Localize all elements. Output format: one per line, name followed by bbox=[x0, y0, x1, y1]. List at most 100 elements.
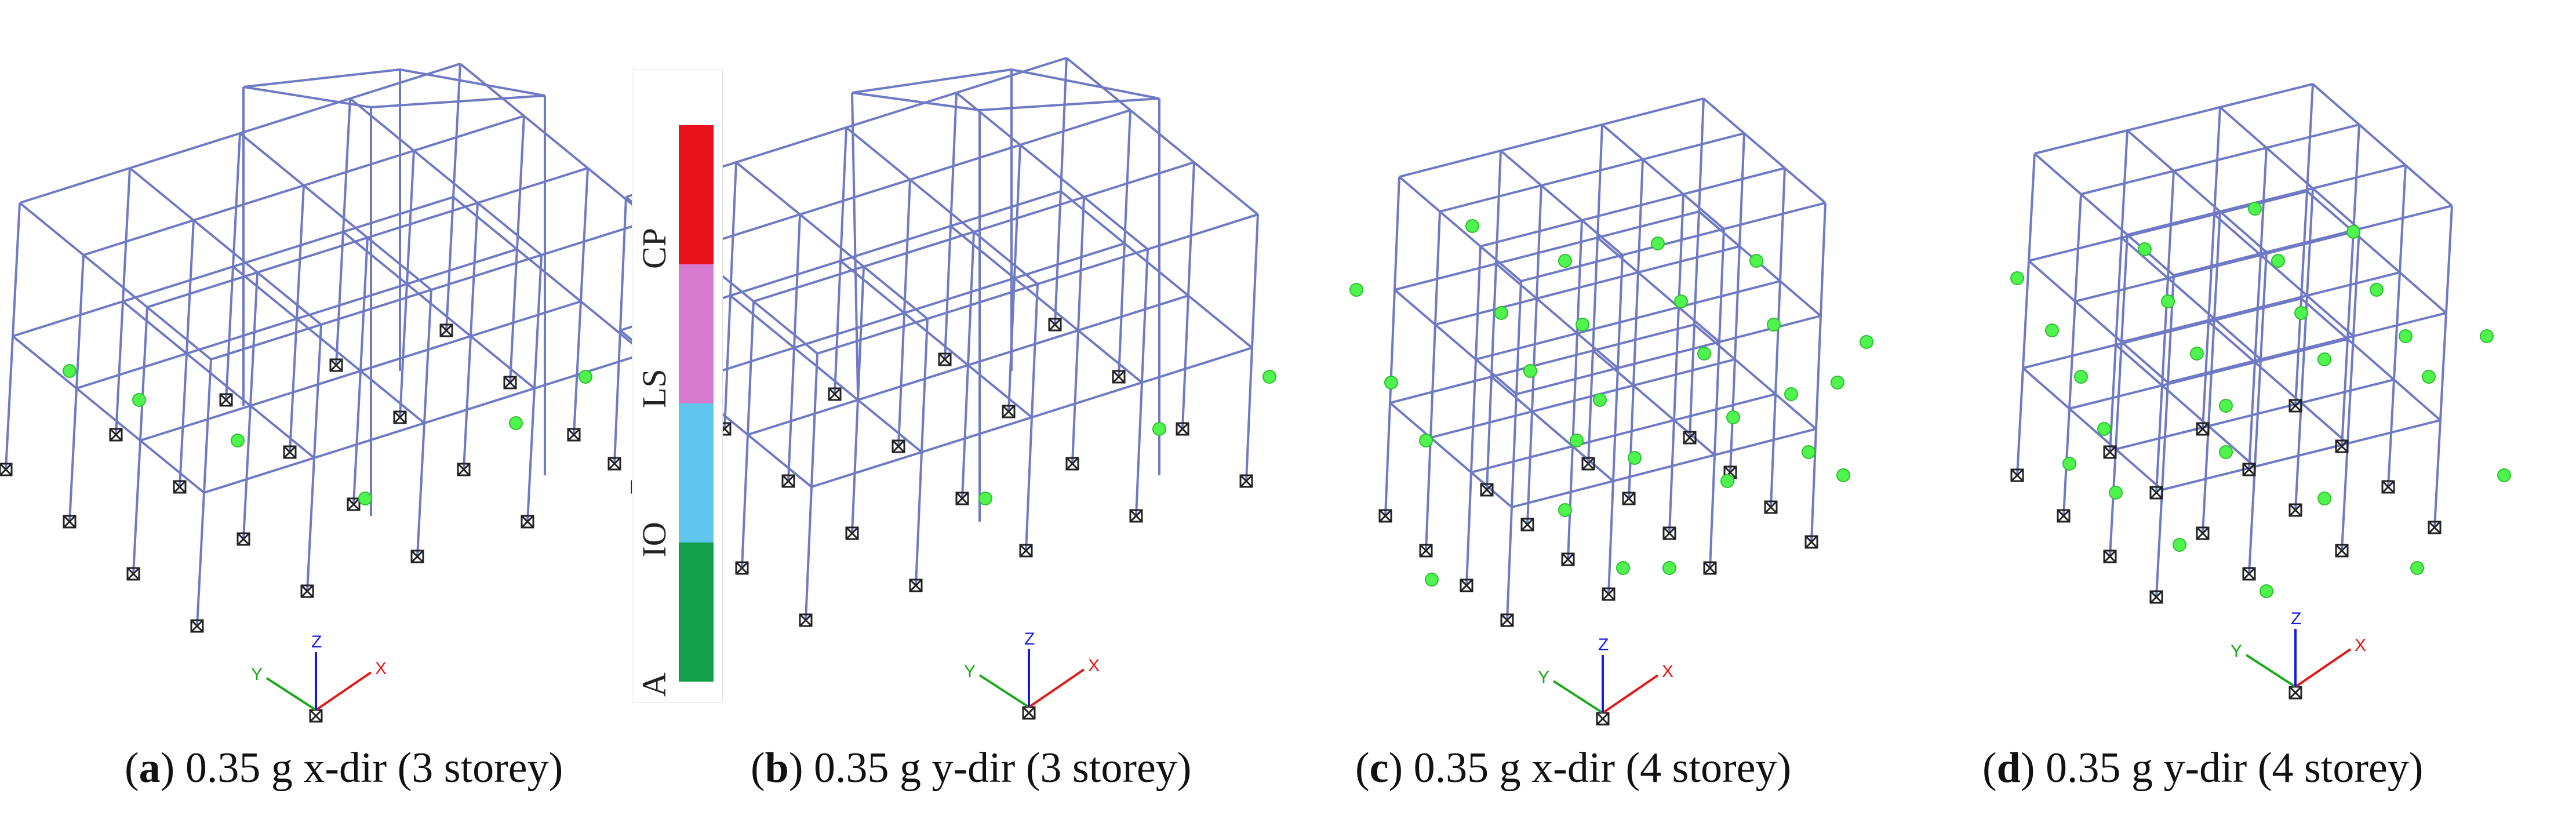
fixed-support bbox=[828, 387, 842, 401]
column bbox=[1506, 281, 1522, 621]
legend-bar-a bbox=[679, 543, 714, 682]
fixed-support bbox=[190, 619, 204, 633]
column bbox=[1587, 124, 1603, 464]
fixed-support bbox=[1581, 457, 1595, 471]
beam bbox=[2127, 164, 2406, 236]
y-axis-arrow bbox=[978, 674, 1030, 708]
plastic-hinge bbox=[2317, 492, 2331, 505]
fixed-support bbox=[347, 497, 361, 511]
fixed-support bbox=[2242, 567, 2256, 581]
plastic-hinge bbox=[1523, 364, 1537, 378]
beam bbox=[2028, 190, 2308, 262]
plastic-hinge bbox=[1465, 219, 1479, 233]
beam bbox=[2126, 129, 2268, 253]
fixed-support bbox=[1065, 457, 1079, 471]
plastic-hinge bbox=[2271, 254, 2285, 268]
plastic-hinge bbox=[1570, 434, 1584, 447]
beam bbox=[2207, 321, 2349, 445]
column bbox=[851, 92, 859, 395]
z-axis-label: Z bbox=[311, 632, 322, 651]
plastic-hinge bbox=[358, 492, 372, 505]
beam bbox=[1394, 210, 1700, 291]
fixed-support bbox=[2196, 526, 2210, 540]
beam bbox=[232, 265, 425, 424]
fixed-support bbox=[63, 515, 77, 529]
column bbox=[1770, 168, 1786, 508]
column bbox=[1810, 202, 1827, 543]
beam bbox=[2028, 260, 2169, 384]
fixed-support bbox=[1703, 561, 1717, 575]
beam bbox=[2219, 106, 2360, 230]
plastic-hinge bbox=[1425, 573, 1439, 587]
fixed-support bbox=[2057, 509, 2071, 523]
beam bbox=[1702, 97, 1827, 204]
beam bbox=[2022, 367, 2163, 491]
fixed-support bbox=[1561, 552, 1575, 566]
beam bbox=[955, 92, 1149, 250]
fixed-support bbox=[2335, 544, 2349, 558]
plastic-hinge bbox=[2399, 329, 2413, 343]
plastic-hinge bbox=[2317, 352, 2331, 366]
fixed-support bbox=[1129, 509, 1143, 523]
fixed-support bbox=[1048, 318, 1062, 332]
plastic-hinge bbox=[2161, 294, 2175, 308]
plastic-hinge bbox=[2109, 486, 2123, 500]
axis-triad: X Y Z bbox=[964, 629, 1100, 708]
fixed-support bbox=[2103, 549, 2117, 563]
beam bbox=[1398, 176, 1522, 282]
beam bbox=[2167, 312, 2447, 384]
fixed-support bbox=[1662, 526, 1676, 540]
column bbox=[1689, 98, 1705, 438]
fixed-support bbox=[799, 613, 813, 627]
beam bbox=[1693, 323, 1817, 430]
fixed-support bbox=[892, 439, 905, 453]
legend-bar-ls bbox=[679, 264, 714, 403]
x-axis-arrow bbox=[1602, 674, 1659, 714]
fixed-support bbox=[2381, 480, 2395, 494]
plastic-hinge bbox=[1384, 376, 1398, 390]
beam bbox=[839, 260, 1033, 418]
plastic-hinge bbox=[1262, 370, 1276, 384]
fixed-support bbox=[2288, 686, 2302, 700]
plastic-hinge bbox=[978, 492, 992, 505]
plastic-hinge bbox=[2422, 370, 2436, 384]
beam bbox=[2115, 344, 2256, 468]
legend-bar-io bbox=[679, 403, 714, 543]
plastic-hinge bbox=[2138, 242, 2152, 256]
legend-label-io: IO bbox=[635, 522, 673, 558]
caption-b-letter: b bbox=[765, 744, 789, 792]
caption-a-letter: a bbox=[139, 744, 161, 792]
y-axis-arrow bbox=[2245, 654, 2297, 688]
column bbox=[1567, 220, 1583, 560]
roof-beam bbox=[243, 68, 545, 109]
plastic-hinge bbox=[1152, 422, 1166, 436]
fixed-support bbox=[2288, 503, 2302, 517]
caption-a-text: 0.35 g x-dir (3 storey) bbox=[174, 744, 563, 792]
beam bbox=[2162, 419, 2441, 491]
plastic-hinge bbox=[2370, 283, 2384, 297]
caption-d-text: 0.35 g y-dir (4 storey) bbox=[2035, 744, 2424, 792]
plastic-hinge bbox=[1674, 294, 1688, 308]
plastic-hinge bbox=[2074, 370, 2088, 384]
fixed-support bbox=[938, 352, 952, 366]
plastic-hinge bbox=[2045, 323, 2059, 337]
beam bbox=[2300, 297, 2442, 421]
plastic-hinge bbox=[1494, 306, 1508, 320]
fixed-support bbox=[1019, 544, 1033, 558]
legend-bar-cp bbox=[679, 125, 714, 264]
beam bbox=[1480, 167, 1785, 247]
fixed-support bbox=[1804, 535, 1818, 549]
column bbox=[1425, 211, 1441, 551]
fixed-support bbox=[219, 393, 233, 407]
plastic-hinge bbox=[231, 434, 245, 447]
axis-triad: X Y Z bbox=[2231, 609, 2366, 688]
fixed-support bbox=[503, 376, 517, 390]
fixed-support bbox=[2149, 486, 2163, 500]
y-axis-arrow bbox=[1552, 680, 1604, 714]
fixed-support bbox=[1239, 474, 1253, 488]
beam bbox=[729, 294, 923, 453]
beam bbox=[1490, 376, 1614, 482]
plastic-hinge bbox=[2190, 347, 2204, 361]
fixed-support bbox=[2335, 439, 2349, 453]
